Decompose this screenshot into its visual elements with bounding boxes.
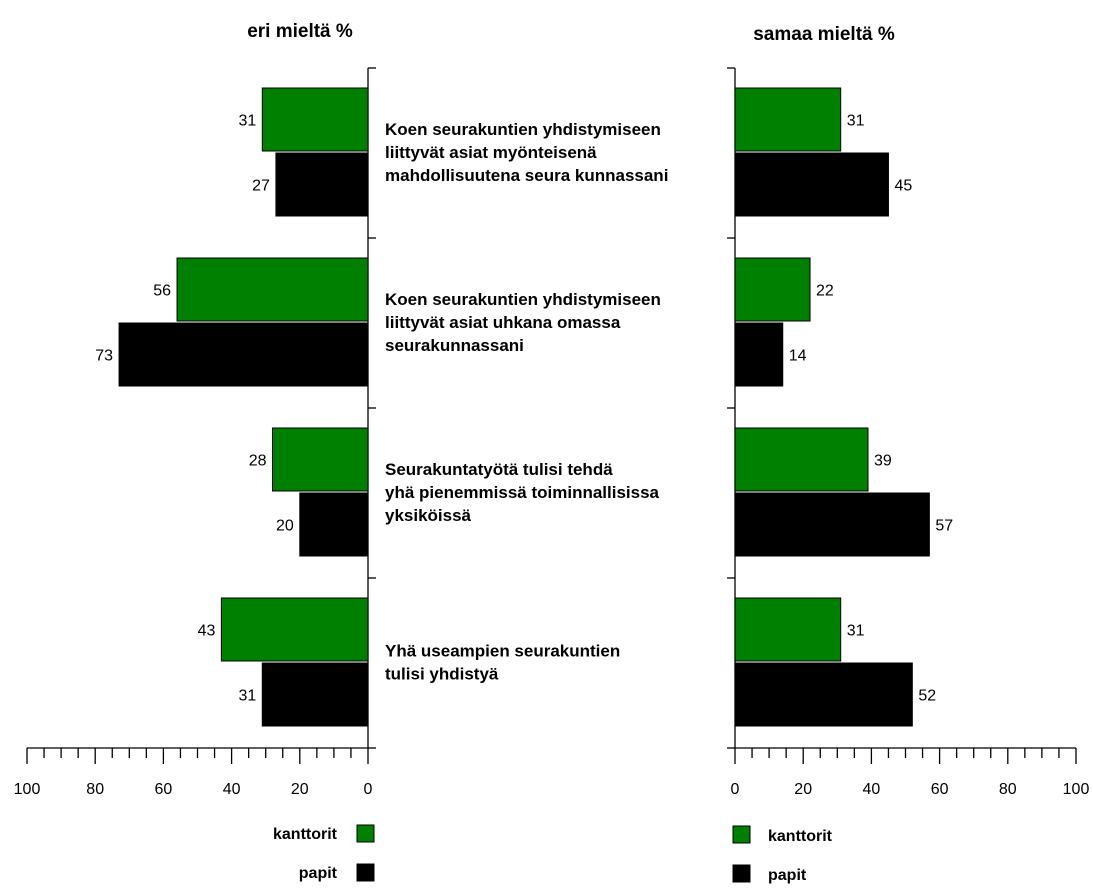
left-kanttorit-value-label: 43 [198, 623, 216, 640]
left-papit-bar [261, 662, 369, 727]
left-papit-bar [299, 492, 369, 557]
left-kanttorit-value-label: 31 [238, 113, 256, 130]
right-kanttorit-value-label: 31 [847, 623, 865, 640]
right-kanttorit-bar [734, 597, 842, 662]
right-kanttorit-bar [734, 87, 842, 152]
statement-label-line: mahdollisuutena seura kunnassani [385, 166, 668, 185]
left-papit-bar [118, 322, 369, 387]
right-kanttorit-bar [734, 427, 869, 492]
right-papit-value-label: 14 [789, 348, 807, 365]
statement-label-line: Seurakuntatyötä tulisi tehdä [385, 460, 613, 479]
left-legend-swatch-kanttorit [356, 824, 375, 843]
left-kanttorit-bar [272, 427, 369, 492]
left-kanttorit-value-label: 28 [249, 453, 267, 470]
left-kanttorit-bar [176, 257, 369, 322]
bars-layer [118, 87, 930, 883]
left-kanttorit-value-label: 56 [153, 283, 171, 300]
right-kanttorit-bar [734, 257, 811, 322]
left-tick-label: 40 [223, 781, 241, 798]
right-papit-value-label: 52 [918, 688, 936, 705]
statement-label-line: liittyvät asiat uhkana omassa [385, 313, 621, 332]
right-legend-swatch-papit [732, 864, 751, 883]
statement-label-line: yhä pienemmissä toiminnallisissa [385, 483, 660, 502]
left-kanttorit-bar [261, 87, 369, 152]
right-kanttorit-value-label: 31 [847, 113, 865, 130]
left-tick-label: 60 [155, 781, 173, 798]
right-tick-label: 100 [1063, 781, 1090, 798]
statement-label-line: seurakunnassani [385, 336, 524, 355]
right-tick-label: 20 [794, 781, 812, 798]
right-tick-label: 0 [731, 781, 740, 798]
right-papit-bar [734, 152, 889, 217]
right-papit-bar [734, 492, 930, 557]
left-panel-title: eri mieltä % [247, 21, 353, 42]
labels-layer: eri mieltä % samaa mieltä % 100 80 60 40 20 0 0 2… [14, 21, 1090, 884]
right-kanttorit-value-label: 39 [874, 453, 892, 470]
right-papit-value-label: 45 [894, 178, 912, 195]
left-papit-value-label: 27 [252, 178, 270, 195]
left-papit-bar [275, 152, 369, 217]
right-papit-value-label: 57 [935, 518, 953, 535]
left-papit-value-label: 73 [95, 348, 113, 365]
right-tick-label: 40 [863, 781, 881, 798]
left-kanttorit-bar [220, 597, 369, 662]
right-panel-title: samaa mieltä % [753, 24, 895, 45]
left-tick-label: 0 [364, 781, 373, 798]
left-tick-label: 100 [14, 781, 41, 798]
left-legend-label-papit: papit [299, 865, 338, 882]
right-tick-label: 60 [931, 781, 949, 798]
statement-label-line: Yhä useampien seurakuntien [385, 642, 620, 661]
statement-label-line: tulisi yhdistyä [385, 665, 499, 684]
right-kanttorit-value-label: 22 [816, 283, 834, 300]
right-papit-bar [734, 322, 784, 387]
right-legend-label-papit: papit [768, 867, 807, 884]
left-tick-label: 20 [291, 781, 309, 798]
right-legend-swatch-kanttorit [732, 825, 751, 844]
right-legend-label-kanttorit: kanttorit [768, 828, 833, 845]
left-legend-label-kanttorit: kanttorit [273, 826, 338, 843]
left-papit-value-label: 20 [276, 518, 294, 535]
statement-label-line: liittyvät asiat myönteisenä [385, 143, 597, 162]
right-papit-bar [734, 662, 913, 727]
left-tick-label: 80 [86, 781, 104, 798]
left-legend-swatch-papit [356, 863, 375, 882]
statement-label-line: Koen seurakuntien yhdistymiseen [385, 120, 661, 139]
right-tick-label: 80 [999, 781, 1017, 798]
left-papit-value-label: 31 [238, 688, 256, 705]
statement-label-line: yksiköissä [385, 506, 472, 525]
statement-label-line: Koen seurakuntien yhdistymiseen [385, 290, 661, 309]
